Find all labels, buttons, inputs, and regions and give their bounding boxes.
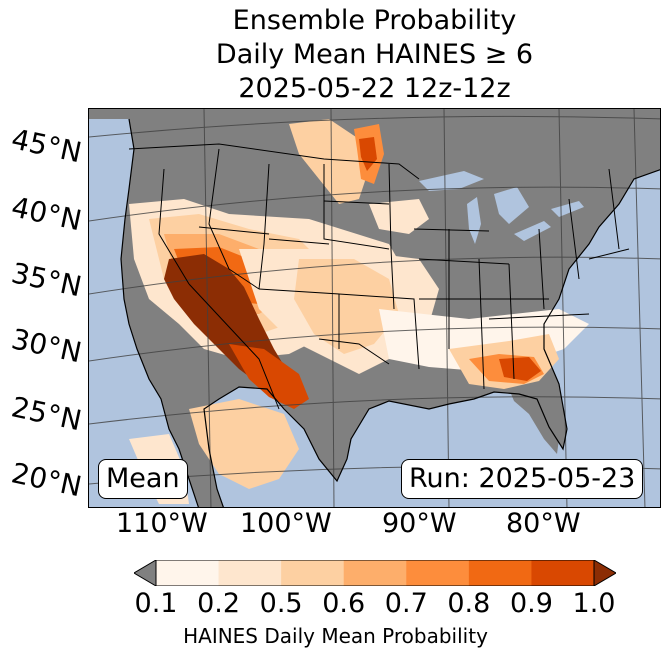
great-lakes	[419, 171, 584, 244]
lat-label-30: 30°N	[8, 322, 85, 370]
lon-label-100: 100°W	[240, 508, 332, 539]
colorbar-tick-label: 0.2	[197, 588, 241, 619]
colorbar-bin	[218, 560, 282, 586]
state-borders	[128, 143, 630, 410]
probability-map	[88, 108, 661, 508]
title-line-1: Ensemble Probability	[232, 5, 517, 36]
lon-label-80: 80°W	[506, 508, 581, 539]
map-canvas	[89, 109, 660, 507]
chart-title: Ensemble Probability Daily Mean HAINES ≥…	[88, 4, 661, 106]
lat-label-45: 45°N	[8, 122, 85, 170]
mean-label: Mean	[98, 459, 188, 499]
colorbar-tick-label: 0.7	[384, 588, 428, 619]
colorbar	[134, 560, 616, 586]
colorbar-bin	[468, 560, 532, 586]
colorbar-bins	[156, 560, 595, 586]
run-date-label: Run: 2025-05-23	[401, 459, 644, 499]
colorbar-bin	[406, 560, 470, 586]
land-florida	[509, 389, 559, 454]
land-baja	[157, 339, 195, 459]
colorbar-tick-label: 0.6	[322, 588, 366, 619]
title-line-3: 2025-05-22 12z-12z	[238, 73, 511, 104]
graticule	[89, 109, 660, 507]
lon-label-90: 90°W	[382, 508, 457, 539]
lat-label-20: 20°N	[8, 456, 85, 504]
colorbar-over-arrow	[593, 560, 616, 586]
lon-label-110: 110°W	[116, 508, 208, 539]
coastline	[120, 118, 660, 507]
lat-label-40: 40°N	[8, 190, 85, 238]
colorbar-under-arrow	[134, 560, 157, 586]
colorbar-bin	[156, 560, 220, 586]
colorbar-bin	[281, 560, 345, 586]
title-line-2: Daily Mean HAINES ≥ 6	[215, 39, 534, 70]
colorbar-tick-label: 0.5	[259, 588, 303, 619]
colorbar-tick-label: 0.8	[447, 588, 491, 619]
colorbar-tick-label: 1.0	[572, 588, 616, 619]
lat-label-35: 35°N	[8, 256, 85, 304]
colorbar-bin	[531, 560, 595, 586]
colorbar-frame	[155, 560, 595, 586]
colorbar-tick-label: 0.9	[509, 588, 553, 619]
colorbar-tick-label: 0.1	[134, 588, 178, 619]
lat-label-25: 25°N	[8, 390, 85, 438]
colorbar-label: HAINES Daily Mean Probability	[183, 624, 488, 648]
colorbar-bin	[343, 560, 407, 586]
